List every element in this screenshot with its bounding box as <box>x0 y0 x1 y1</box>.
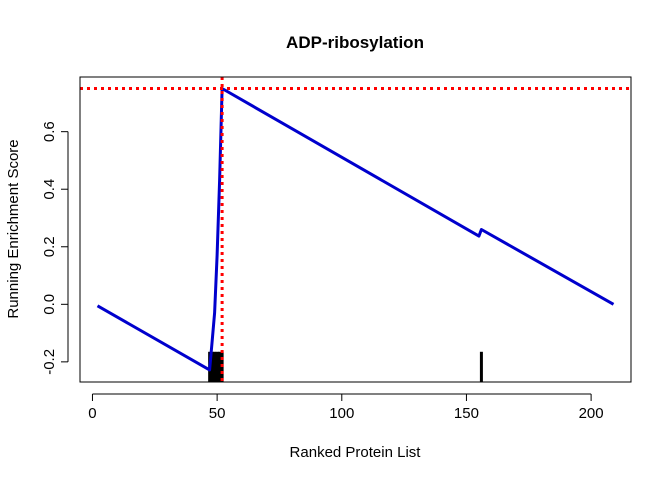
x-tick-label: 100 <box>329 405 354 422</box>
x-tick-label: 200 <box>579 405 604 422</box>
y-axis: -0.2 0.0 0.2 0.4 0.6 <box>41 121 69 375</box>
plot-frame <box>79 76 632 383</box>
y-axis-label: Running Enrichment Score <box>5 139 22 318</box>
y-tick-label: 0.0 <box>41 294 58 315</box>
y-tick-label: -0.2 <box>41 349 58 375</box>
x-tick-label: 0 <box>88 405 96 422</box>
x-tick-label: 50 <box>209 405 226 422</box>
plot-marks <box>80 77 631 382</box>
x-axis-label: Ranked Protein List <box>290 444 422 461</box>
x-axis: 0 50 100 150 200 <box>88 393 604 422</box>
y-tick-label: 0.2 <box>41 236 58 257</box>
x-tick-label: 150 <box>454 405 479 422</box>
y-tick-label: 0.4 <box>41 179 58 200</box>
y-tick-label: 0.6 <box>41 121 58 142</box>
chart-title: ADP-ribosylation <box>286 33 424 52</box>
enrichment-score-line <box>96 87 615 372</box>
